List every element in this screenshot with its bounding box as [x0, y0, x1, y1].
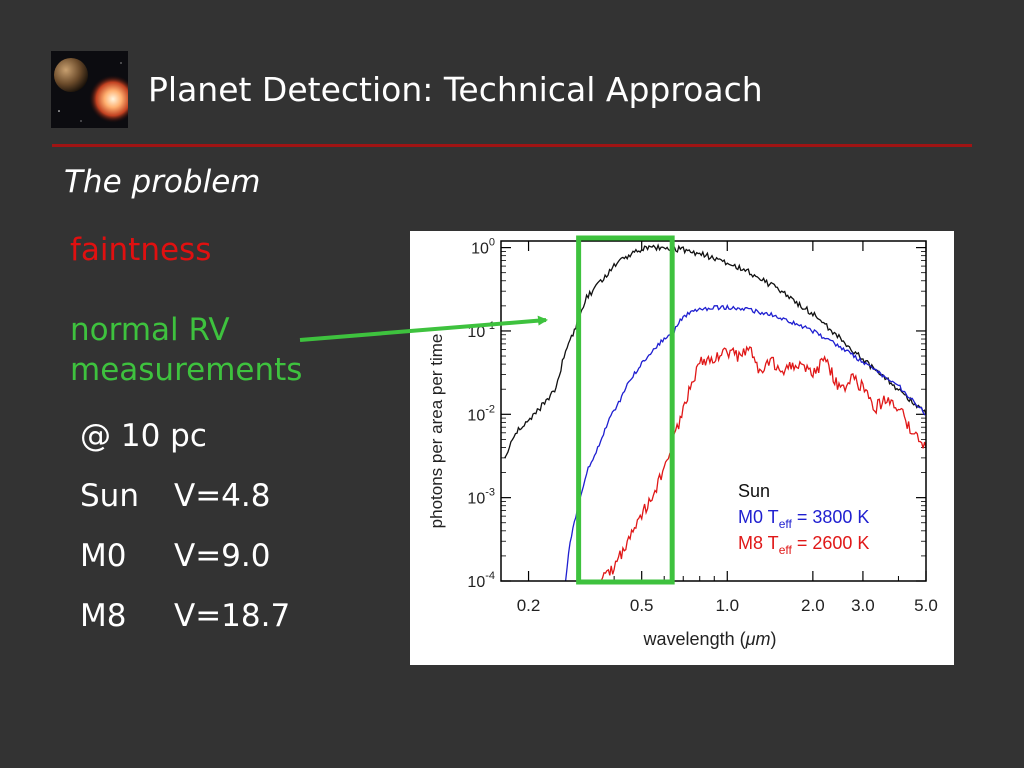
- star-name: M0: [80, 538, 127, 574]
- spectrum-chart-svg: 0.2 0.5 1.0 2.0 3.0 5.0 100 10-1 10-2 10-3 10-4 p…: [427, 235, 938, 649]
- series-m8: [600, 345, 927, 582]
- plot-frame: [500, 240, 927, 582]
- slide-subtitle: The problem: [64, 164, 261, 200]
- x-tick-label: 0.5: [630, 596, 654, 615]
- x-axis-label: wavelength (μm): [643, 629, 777, 649]
- y-axis-label: photons per area per time: [427, 334, 446, 529]
- title-divider: [52, 144, 972, 147]
- rv-line-1: normal RV: [70, 312, 230, 348]
- star-row-m0: M0 V=9.0: [80, 538, 270, 574]
- x-tick-label: 5.0: [914, 596, 938, 615]
- y-tick-label: 100: [471, 237, 495, 258]
- planet-star-icon: [51, 51, 128, 128]
- series-sun: [504, 243, 927, 459]
- star-row-sun: Sun V=4.8: [80, 478, 270, 514]
- x-tick-label: 3.0: [851, 596, 875, 615]
- x-axis-label-suffix: ): [770, 629, 776, 649]
- star-vmag: V=9.0: [174, 538, 271, 574]
- legend-entry-m0: M0 Teff = 3800 K: [738, 507, 869, 531]
- distance-label: @ 10 pc: [80, 418, 207, 454]
- rv-line-2: measurements: [70, 352, 303, 388]
- x-tick-label: 2.0: [801, 596, 825, 615]
- star-vmag: V=4.8: [174, 478, 271, 514]
- x-axis-label-prefix: wavelength (: [643, 629, 746, 649]
- star-row-m8: M8 V=18.7: [80, 598, 290, 634]
- legend-entry-sun: Sun: [738, 481, 770, 501]
- slide-title: Planet Detection: Technical Approach: [148, 70, 763, 109]
- y-tick-label: 10-3: [467, 487, 495, 508]
- star-name: Sun: [80, 478, 139, 514]
- x-tick-label: 1.0: [715, 596, 739, 615]
- rv-measurements-label: normal RV measurements: [70, 310, 302, 390]
- y-tick-label: 10-2: [467, 403, 495, 424]
- series-m0: [564, 303, 927, 582]
- spectrum-chart: 0.2 0.5 1.0 2.0 3.0 5.0 100 10-1 10-2 10-3 10-4 p…: [410, 231, 954, 665]
- legend-entry-m8: M8 Teff = 2600 K: [738, 533, 869, 557]
- x-axis-label-unit: μm: [745, 629, 771, 649]
- highlight-box: [576, 235, 675, 585]
- star-vmag: V=18.7: [174, 598, 291, 634]
- slide-logo-planet-star-image: [51, 51, 128, 128]
- y-tick-label: 10-4: [467, 570, 495, 591]
- y-tick-label: 10-1: [467, 320, 495, 341]
- faintness-label: faintness: [70, 232, 212, 268]
- star-name: M8: [80, 598, 127, 634]
- x-tick-label: 0.2: [517, 596, 541, 615]
